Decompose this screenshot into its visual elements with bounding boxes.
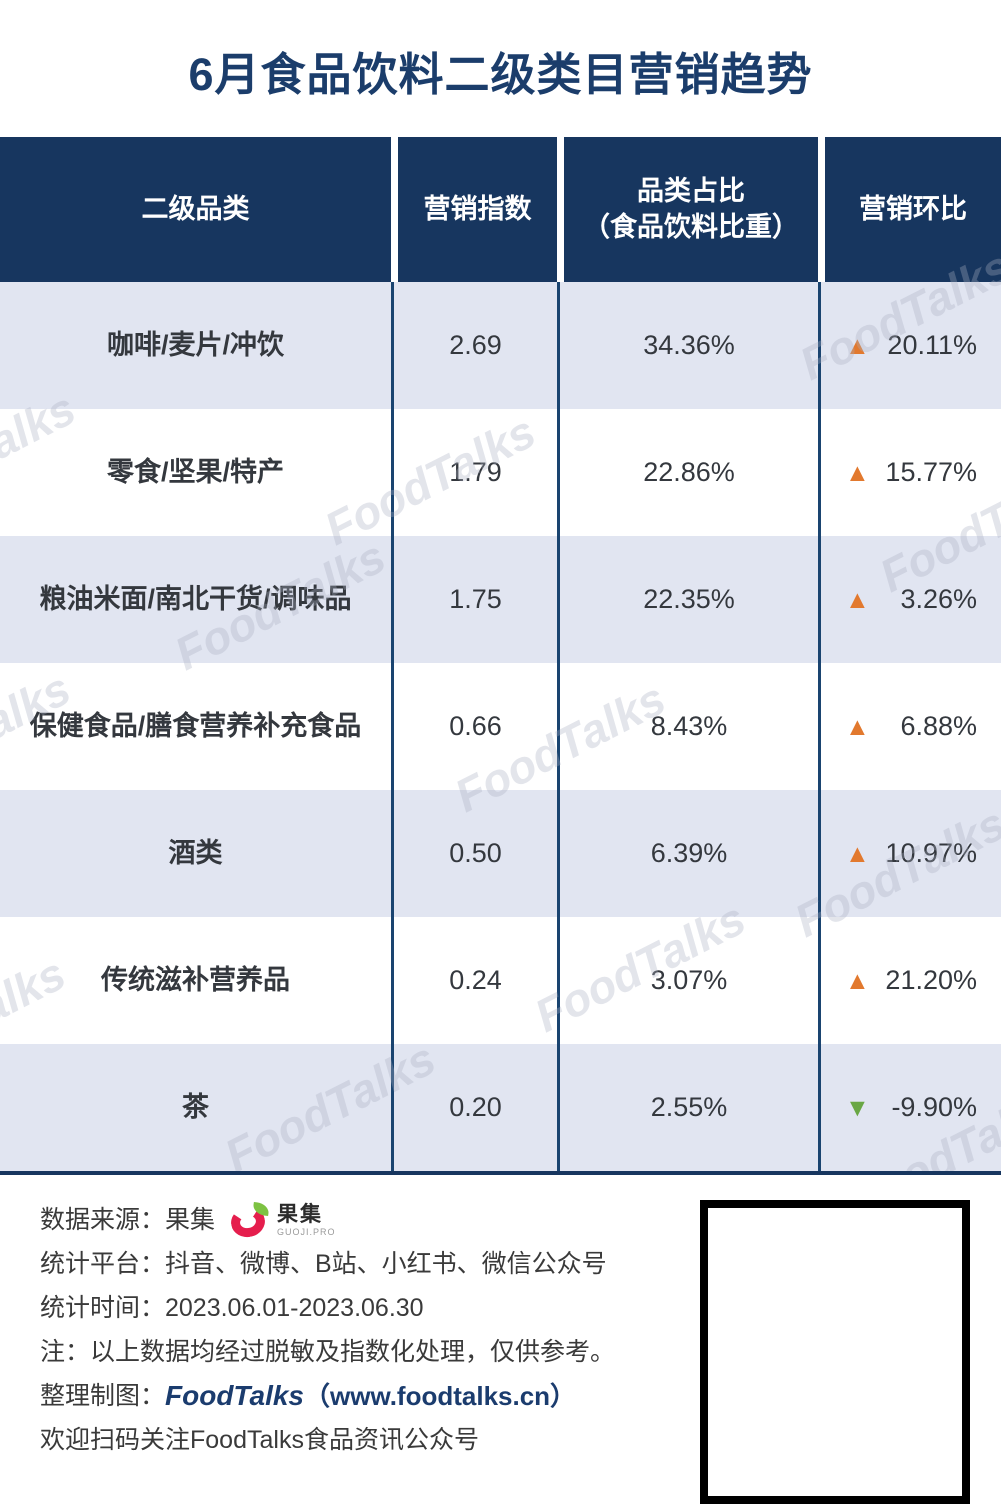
data-source-label: 数据来源：果集: [40, 1206, 216, 1234]
category-cell: 酒类: [168, 838, 223, 869]
credit-prefix: 整理制图：: [40, 1382, 166, 1410]
credit-line: 整理制图： FoodTalks （www.foodtalks.cn）: [40, 1374, 690, 1418]
guoji-logo: 果集 GUOJI.PRO: [228, 1201, 336, 1241]
header-sublabel: （食品饮料比重）: [583, 211, 799, 242]
share-cell: 3.07%: [557, 917, 818, 1044]
share-cell: 22.35%: [557, 536, 818, 663]
category-cell: 茶: [182, 1092, 209, 1123]
up-triangle-icon: ▲: [845, 712, 870, 741]
index-cell: 1.79: [391, 409, 557, 536]
table-row: 零食/坚果/特产 1.79 22.86% ▲ 15.77%: [0, 409, 1001, 536]
up-triangle-icon: ▲: [845, 458, 870, 487]
guoji-logo-icon: [228, 1201, 270, 1241]
mom-cell: ▲ 3.26%: [818, 536, 1001, 663]
category-cell: 咖啡/麦片/冲饮: [106, 330, 284, 361]
share-cell: 22.86%: [557, 409, 818, 536]
mom-cell: ▲ 15.77%: [818, 409, 1001, 536]
mom-cell: ▲ 20.11%: [818, 282, 1001, 409]
index-cell: 0.66: [391, 663, 557, 790]
mom-value: -9.90%: [891, 1092, 977, 1123]
mom-cell: ▼ -9.90%: [818, 1044, 1001, 1171]
header-label: 营销指数: [423, 193, 532, 224]
mom-value: 6.88%: [900, 711, 977, 742]
guoji-logo-name: 果集: [277, 1202, 324, 1226]
footer: 数据来源：果集 果集 GUOJI.PRO 统计平台：抖音、微博、B站、小红书、微…: [40, 1198, 690, 1462]
qr-code-placeholder: [700, 1200, 970, 1504]
mom-value: 15.77%: [885, 457, 977, 488]
header-cell-share: 品类占比 （食品饮料比重）: [557, 137, 818, 282]
mom-value: 21.20%: [885, 965, 977, 996]
share-cell: 8.43%: [557, 663, 818, 790]
category-cell: 零食/坚果/特产: [106, 457, 284, 488]
mom-value: 3.26%: [900, 584, 977, 615]
table-row: 粮油米面/南北干货/调味品 1.75 22.35% ▲ 3.26%: [0, 536, 1001, 663]
note-line: 注：以上数据均经过脱敏及指数化处理，仅供参考。: [40, 1338, 616, 1366]
category-cell: 粮油米面/南北干货/调味品: [39, 584, 352, 615]
share-cell: 2.55%: [557, 1044, 818, 1171]
down-triangle-icon: ▼: [845, 1093, 870, 1122]
header-cell-index: 营销指数: [391, 137, 557, 282]
foodtalks-brand: FoodTalks: [165, 1380, 304, 1411]
qr-hint-line: 欢迎扫码关注FoodTalks食品资讯公众号: [40, 1426, 479, 1454]
index-cell: 0.24: [391, 917, 557, 1044]
header-label: 品类占比: [637, 176, 745, 207]
data-source-line: 数据来源：果集 果集 GUOJI.PRO: [40, 1198, 690, 1242]
table-row: 保健食品/膳食营养补充食品 0.66 8.43% ▲ 6.88%: [0, 663, 1001, 790]
table-row: 酒类 0.50 6.39% ▲ 10.97%: [0, 790, 1001, 917]
up-triangle-icon: ▲: [845, 331, 870, 360]
category-table: 二级品类 营销指数 品类占比 （食品饮料比重） 营销环比 咖啡/麦片/冲饮 2.…: [0, 137, 1001, 1175]
index-cell: 2.69: [391, 282, 557, 409]
table-row: 咖啡/麦片/冲饮 2.69 34.36% ▲ 20.11%: [0, 282, 1001, 409]
up-triangle-icon: ▲: [845, 585, 870, 614]
index-cell: 1.75: [391, 536, 557, 663]
header-cell-category: 二级品类: [0, 137, 391, 282]
mom-cell: ▲ 21.20%: [818, 917, 1001, 1044]
mom-cell: ▲ 6.88%: [818, 663, 1001, 790]
page-title: 6月食品饮料二级类目营销趋势: [188, 49, 813, 100]
up-triangle-icon: ▲: [845, 966, 870, 995]
category-cell: 传统滋补营养品: [101, 965, 290, 996]
mom-value: 10.97%: [885, 838, 977, 869]
mom-value: 20.11%: [887, 330, 977, 361]
guoji-logo-sub: GUOJI.PRO: [277, 1226, 336, 1237]
index-cell: 0.50: [391, 790, 557, 917]
category-cell: 保健食品/膳食营养补充食品: [29, 711, 362, 742]
index-cell: 0.20: [391, 1044, 557, 1171]
period-line: 统计时间：2023.06.01-2023.06.30: [40, 1294, 424, 1322]
share-cell: 34.36%: [557, 282, 818, 409]
up-triangle-icon: ▲: [845, 839, 870, 868]
header-label: 营销环比: [859, 193, 967, 224]
header-label: 二级品类: [141, 193, 250, 224]
mom-cell: ▲ 10.97%: [818, 790, 1001, 917]
share-cell: 6.39%: [557, 790, 818, 917]
foodtalks-url: （www.foodtalks.cn）: [304, 1381, 577, 1411]
platforms-line: 统计平台：抖音、微博、B站、小红书、微信公众号: [40, 1250, 607, 1278]
table-header-row: 二级品类 营销指数 品类占比 （食品饮料比重） 营销环比: [0, 137, 1001, 282]
table-row: 传统滋补营养品 0.24 3.07% ▲ 21.20%: [0, 917, 1001, 1044]
table-row: 茶 0.20 2.55% ▼ -9.90%: [0, 1044, 1001, 1171]
header-cell-mom: 营销环比: [818, 137, 1001, 282]
